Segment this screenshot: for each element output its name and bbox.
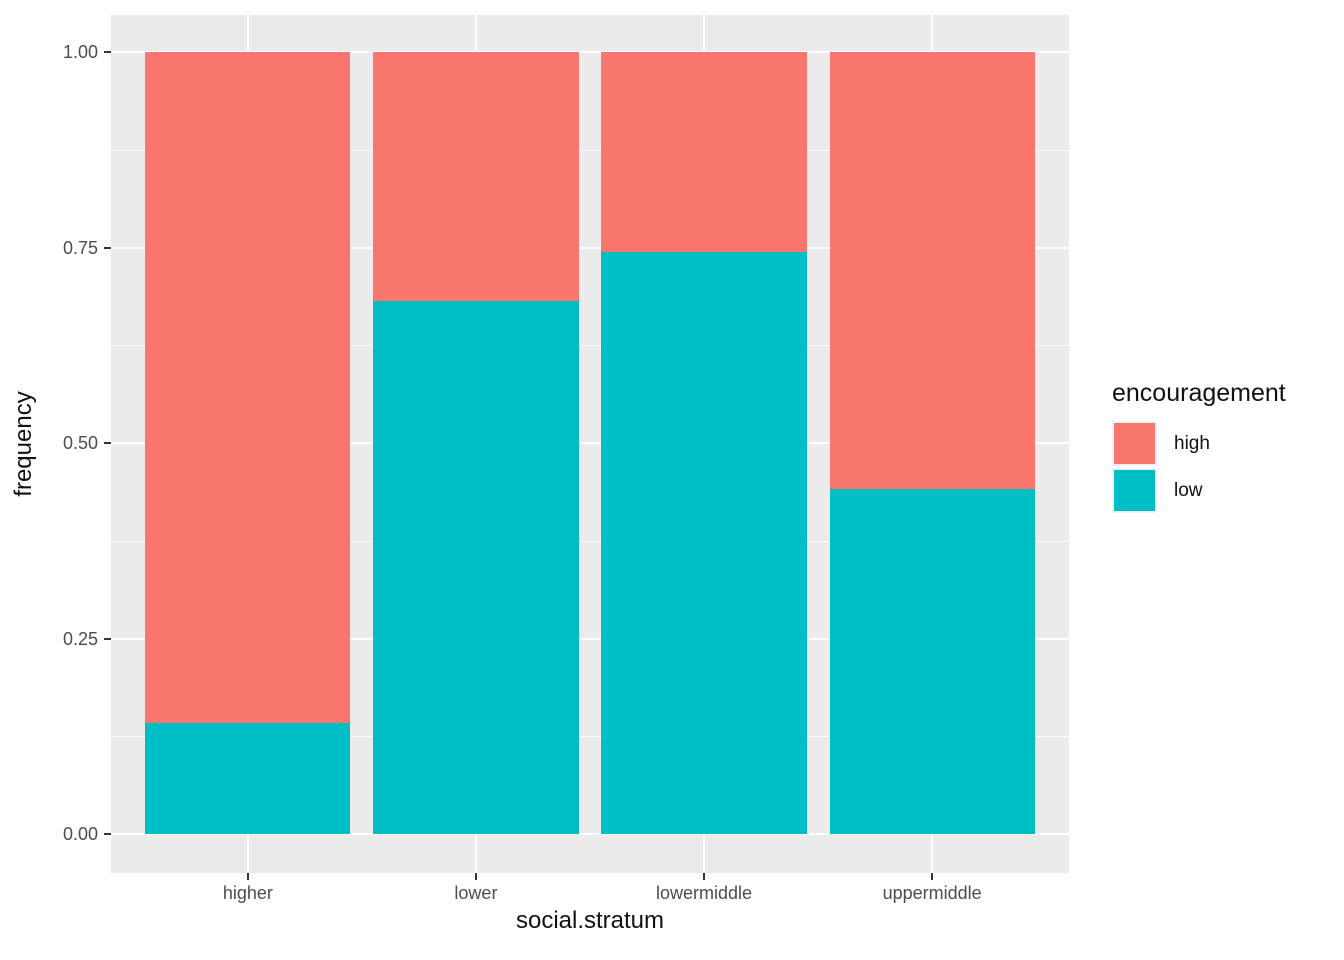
legend-entry-low: low: [1112, 468, 1340, 513]
x-tick-label: higher: [222, 883, 273, 903]
gridline-minor: [111, 149, 1069, 151]
x-tick-label: lowermiddle: [656, 883, 753, 903]
legend: encouragement high low: [1112, 378, 1340, 515]
gridline-minor: [111, 736, 1069, 738]
bar-segment-high-lower: [373, 52, 579, 301]
legend-label: low: [1174, 479, 1203, 501]
bar-segment-high-lowermiddle: [601, 52, 807, 252]
gridline-major: [111, 442, 1069, 445]
x-tick-label: uppermiddle: [882, 883, 982, 903]
legend-entry-high: high: [1112, 421, 1340, 466]
legend-swatch-low: [1112, 468, 1157, 513]
gridline-major: [111, 833, 1069, 836]
y-axis-tick: [104, 442, 111, 445]
x-axis-tick: [246, 873, 249, 880]
y-tick-label: 0.75: [62, 237, 98, 258]
y-tick-label: 0.00: [62, 824, 98, 845]
bar-segment-low-higher: [145, 723, 351, 835]
gridline-minor: [111, 345, 1069, 347]
x-axis-tick: [703, 873, 706, 880]
y-tick-label: 0.50: [62, 433, 98, 454]
bar-segment-low-lowermiddle: [601, 251, 807, 835]
x-tick-label: lower: [454, 883, 498, 903]
bar-segment-high-uppermiddle: [829, 52, 1035, 490]
plot-panel: [111, 15, 1069, 873]
bar-segment-high-higher: [145, 52, 351, 724]
gridline-major: [111, 51, 1069, 54]
gridline-major: [111, 637, 1069, 640]
y-axis-tick: [104, 246, 111, 249]
y-axis-tick: [104, 637, 111, 640]
gridline-major: [111, 246, 1069, 249]
bar-segment-low-uppermiddle: [829, 489, 1035, 835]
y-axis-tick: [104, 51, 111, 54]
legend-entries: high low: [1112, 421, 1340, 513]
x-axis-tick: [474, 873, 477, 880]
gridline-minor: [111, 540, 1069, 542]
legend-swatch-high: [1112, 421, 1157, 466]
x-axis-tick: [931, 873, 934, 880]
y-tick-label: 1.00: [62, 42, 98, 63]
x-axis-title: social.stratum: [515, 907, 665, 934]
y-axis-tick: [104, 833, 111, 836]
legend-label: high: [1174, 432, 1210, 454]
legend-title: encouragement: [1112, 379, 1286, 407]
y-axis-title: frequency: [10, 391, 37, 497]
bar-segment-low-lower: [373, 300, 579, 835]
y-tick-label: 0.25: [62, 628, 98, 649]
